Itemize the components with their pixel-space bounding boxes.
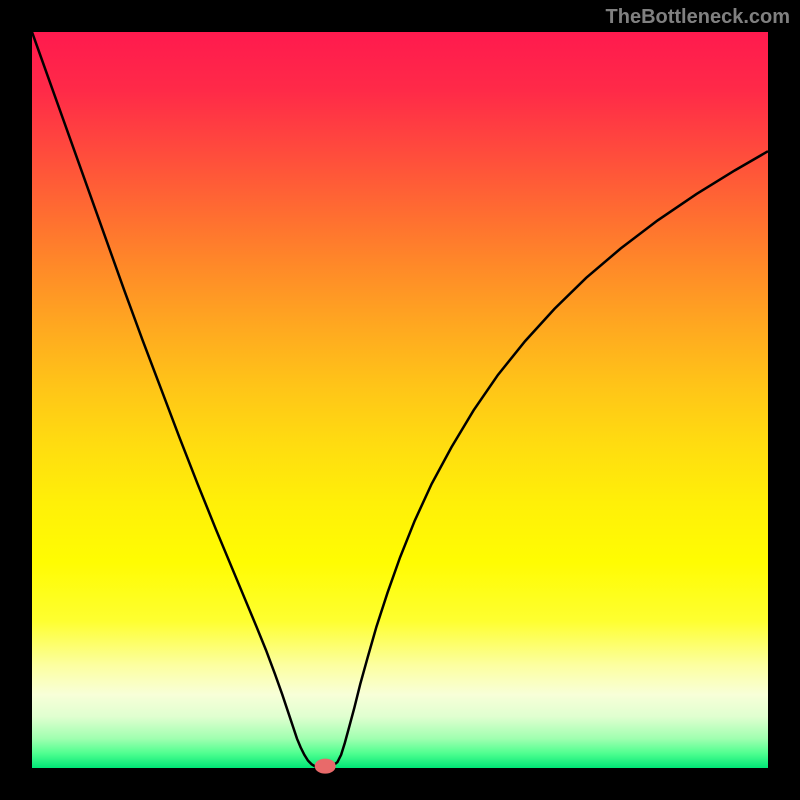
watermark-text: TheBottleneck.com [606, 6, 790, 29]
chart-background-gradient [32, 32, 768, 768]
chart-plot-area [32, 32, 768, 768]
